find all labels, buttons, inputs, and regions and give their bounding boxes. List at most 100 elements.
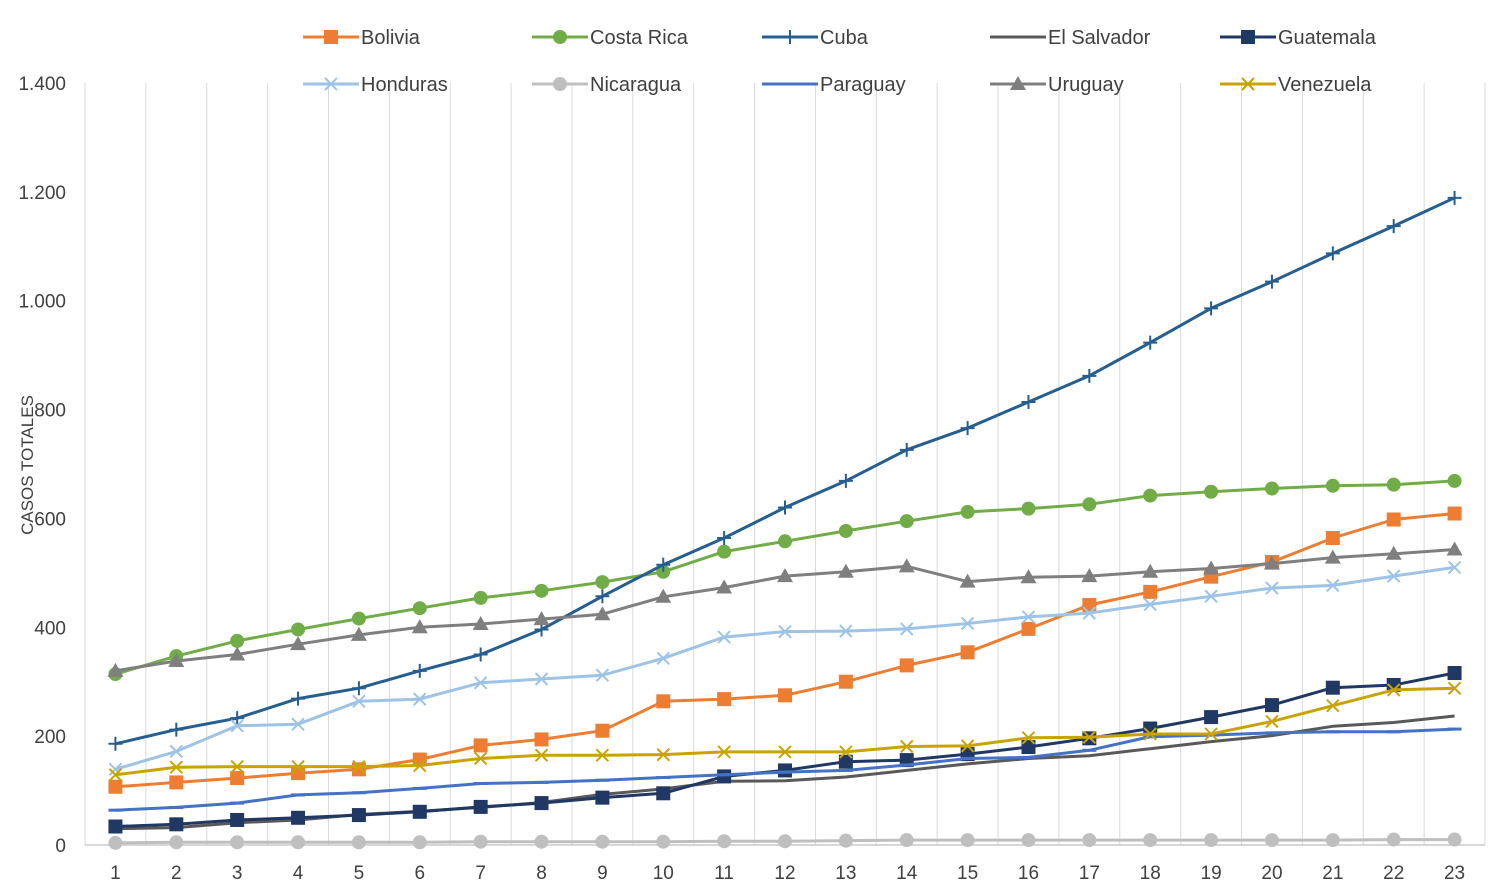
x-tick-label: 21 (1322, 863, 1343, 884)
y-tick-label: 200 (34, 727, 66, 748)
data-point (108, 819, 123, 834)
data-point (656, 564, 671, 579)
data-point (1082, 497, 1097, 512)
x-tick-label: 4 (293, 863, 304, 884)
x-tick-label: 16 (1018, 863, 1039, 884)
data-point (533, 611, 550, 626)
data-point (1021, 833, 1036, 848)
legend-label: Venezuela (1278, 74, 1372, 96)
legend-entry: Nicaragua (532, 74, 682, 96)
x-tick-label: 8 (536, 863, 547, 884)
data-point (1447, 681, 1462, 695)
x-tick-label: 5 (354, 863, 365, 884)
data-point (1021, 621, 1036, 636)
data-point (534, 748, 549, 762)
data-point (1264, 274, 1279, 289)
x-tick-label: 1 (110, 863, 121, 884)
data-point (717, 834, 732, 849)
data-point (778, 688, 792, 703)
data-point (656, 834, 671, 849)
data-point (1021, 740, 1036, 755)
data-point (960, 833, 975, 848)
x-axis-tick-labels: 1 2 3 4 5 6 7 8 9 10 11 12 13 14 15 16 17 18 19 20 21 22 23 (110, 863, 1465, 884)
x-tick-label: 9 (597, 863, 608, 884)
data-point (900, 622, 914, 636)
legend-marker (1241, 77, 1255, 91)
data-point (534, 583, 549, 598)
data-point (230, 633, 245, 648)
data-point (412, 804, 427, 819)
data-point (594, 606, 611, 621)
data-point (1265, 581, 1279, 595)
data-point (960, 421, 975, 436)
legend-marker (783, 30, 797, 44)
data-point (351, 808, 366, 823)
data-point (290, 636, 307, 651)
data-point (1143, 833, 1158, 848)
data-point (959, 573, 976, 588)
data-point (229, 646, 246, 661)
series-line (114, 565, 1455, 771)
data-point (1447, 506, 1462, 521)
data-point (1142, 563, 1159, 578)
data-point (473, 751, 488, 766)
data-point (1326, 578, 1340, 593)
data-point (473, 676, 488, 690)
data-point (778, 763, 792, 778)
data-point (412, 601, 427, 616)
data-point (899, 514, 914, 529)
legend-label: Nicaragua (590, 74, 682, 96)
data-point (899, 442, 914, 457)
data-point (534, 672, 549, 686)
x-tick-label: 14 (896, 863, 918, 884)
data-point (291, 759, 305, 774)
data-point (778, 500, 792, 515)
legend-label: Costa Rica (590, 27, 689, 49)
data-point (656, 786, 671, 801)
data-point (351, 762, 366, 777)
data-point (1143, 727, 1157, 741)
data-point (1021, 394, 1036, 409)
series-uruguay (107, 541, 1463, 677)
data-point (1204, 727, 1218, 741)
data-point (1385, 545, 1402, 560)
data-point (1447, 473, 1462, 488)
data-point (960, 616, 975, 631)
data-point (472, 616, 489, 631)
data-point (168, 653, 185, 668)
series-bolivia (108, 506, 1462, 794)
series-line (115, 196, 1456, 746)
data-point (230, 835, 245, 850)
data-point (412, 835, 427, 850)
data-point (1386, 219, 1401, 234)
data-point (839, 745, 853, 759)
legend-marker (324, 30, 338, 44)
data-point (230, 711, 245, 726)
x-tick-label: 2 (171, 863, 182, 884)
x-tick-label: 11 (714, 863, 734, 884)
data-point (595, 668, 610, 682)
data-point (717, 769, 732, 784)
data-point (960, 504, 975, 519)
data-point (960, 645, 975, 660)
data-point (169, 760, 184, 774)
data-point (1325, 680, 1340, 695)
data-point (1204, 484, 1219, 499)
legend-label: Bolivia (361, 27, 421, 49)
data-point (351, 611, 366, 626)
x-tick-label: 19 (1201, 863, 1222, 884)
data-point (656, 747, 670, 762)
x-tick-label: 20 (1261, 863, 1282, 884)
data-point (899, 658, 914, 673)
x-tick-label: 6 (414, 863, 425, 884)
data-point (169, 817, 184, 832)
legend-entry: Costa Rica (532, 27, 689, 49)
data-point (1082, 833, 1097, 848)
data-point (778, 534, 792, 549)
data-point (230, 719, 244, 733)
legend-entry: Uruguay (990, 74, 1124, 96)
legend-entry: Bolivia (303, 27, 421, 49)
legend-label: Honduras (361, 74, 448, 96)
data-point (838, 523, 853, 538)
